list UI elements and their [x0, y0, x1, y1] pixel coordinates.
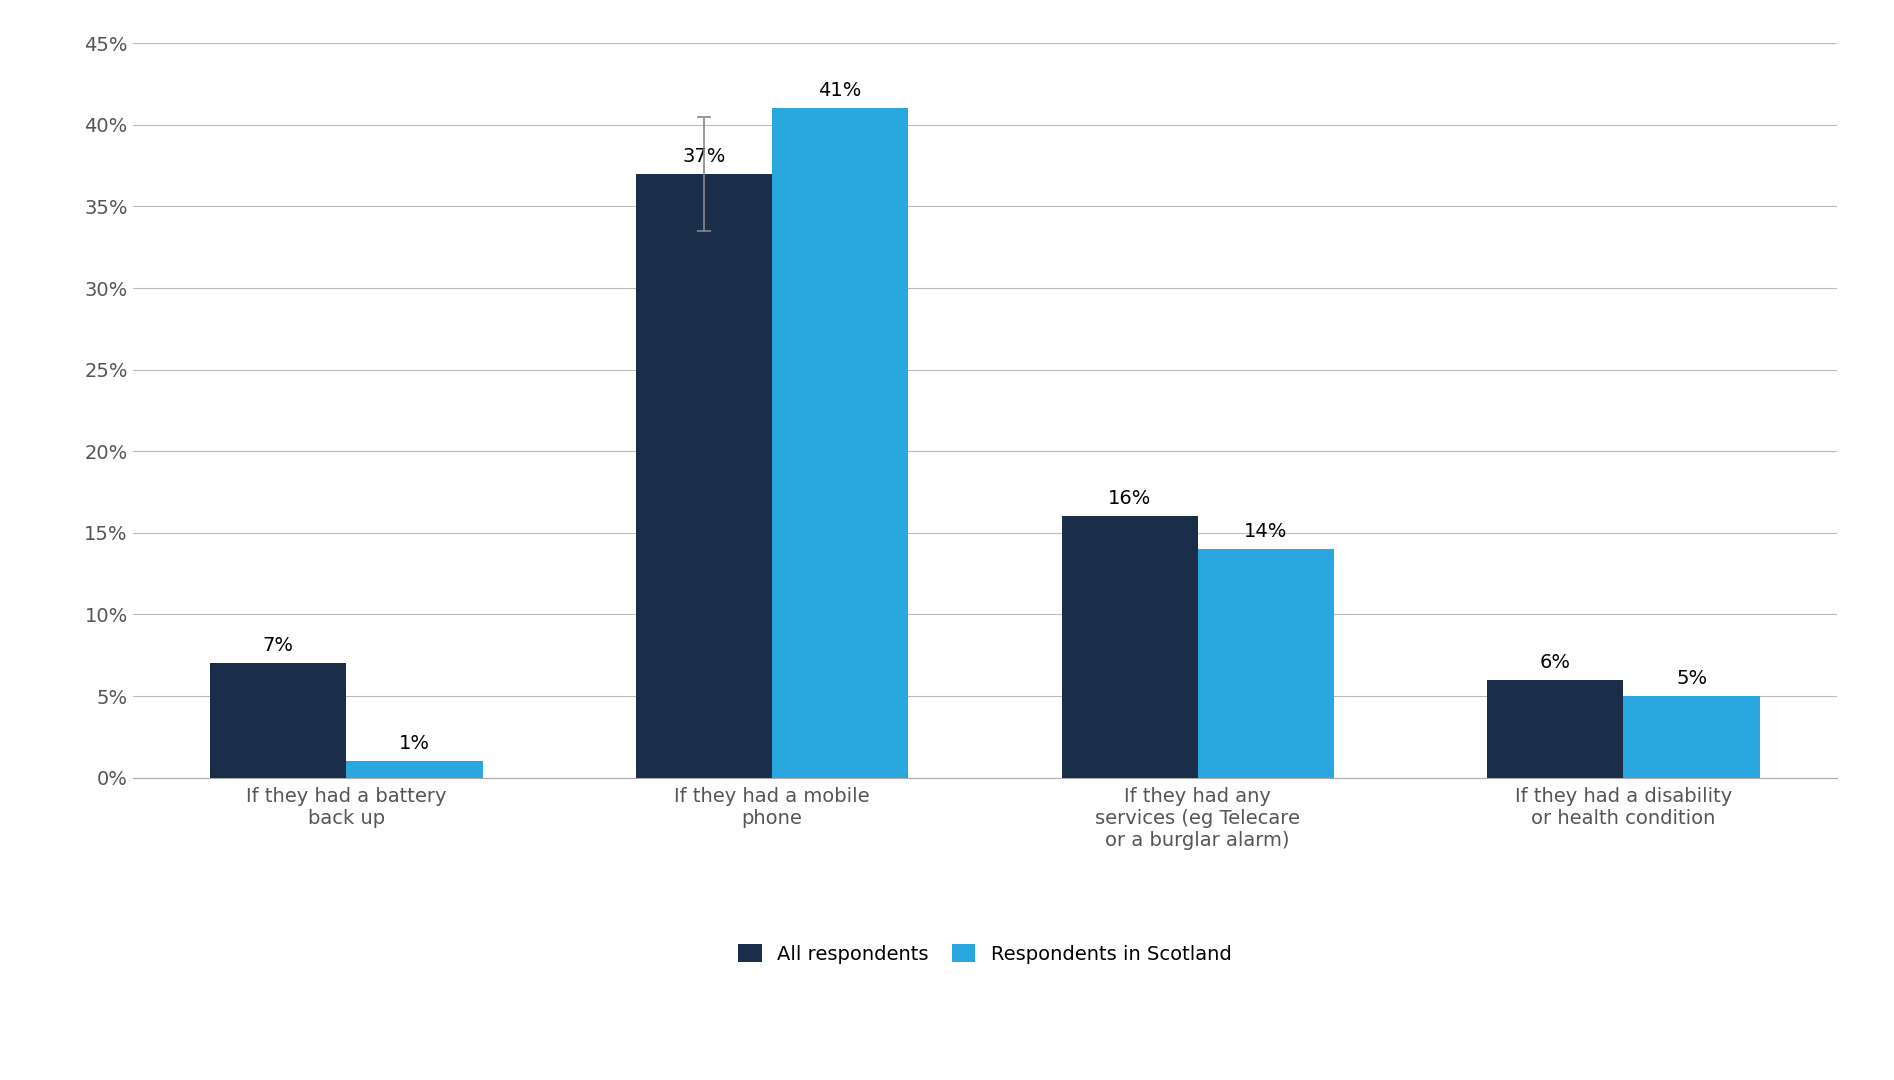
- Bar: [1061, 516, 1197, 778]
- Bar: [773, 108, 909, 778]
- Text: 16%: 16%: [1108, 489, 1152, 509]
- Text: 37%: 37%: [682, 147, 725, 165]
- Bar: [1197, 549, 1333, 778]
- Bar: [1623, 696, 1760, 778]
- Text: 41%: 41%: [818, 81, 862, 100]
- Text: 6%: 6%: [1540, 652, 1570, 672]
- Text: 7%: 7%: [263, 636, 294, 656]
- Bar: [1487, 679, 1623, 778]
- Text: 14%: 14%: [1244, 522, 1288, 541]
- Bar: [210, 663, 347, 778]
- Bar: [347, 761, 483, 778]
- Bar: [636, 174, 773, 778]
- Text: 1%: 1%: [400, 734, 430, 753]
- Legend: All respondents, Respondents in Scotland: All respondents, Respondents in Scotland: [729, 934, 1241, 973]
- Text: 5%: 5%: [1676, 669, 1706, 688]
